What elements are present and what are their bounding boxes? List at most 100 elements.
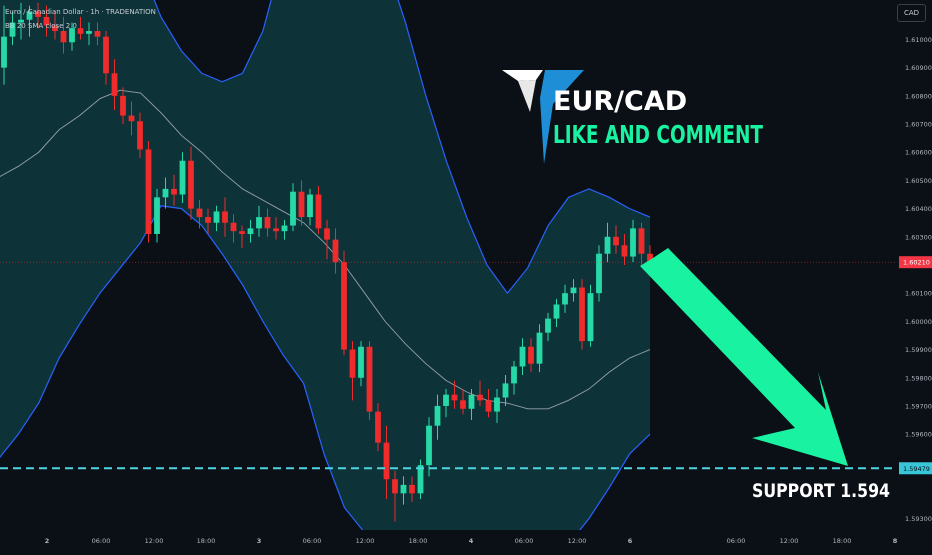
candle-body bbox=[86, 31, 92, 34]
logo-mark bbox=[502, 70, 584, 164]
candle bbox=[545, 312, 551, 342]
y-tick-label: 1.60700 bbox=[905, 121, 932, 129]
candle-body bbox=[43, 16, 50, 26]
candle bbox=[281, 219, 288, 240]
candle bbox=[579, 279, 585, 350]
candle bbox=[43, 5, 50, 37]
x-tick-label: 3 bbox=[257, 537, 262, 545]
candle bbox=[596, 245, 602, 302]
x-tick-label: 18:00 bbox=[833, 537, 852, 545]
candle-body bbox=[621, 245, 628, 257]
candle bbox=[511, 360, 517, 395]
candle bbox=[145, 140, 152, 243]
candle-body bbox=[519, 346, 526, 367]
candle bbox=[120, 87, 126, 125]
candle bbox=[52, 11, 58, 40]
candle bbox=[451, 380, 458, 409]
candle-body bbox=[94, 31, 101, 37]
candle bbox=[409, 476, 415, 502]
candle-body bbox=[222, 211, 228, 223]
candle-body bbox=[383, 442, 390, 480]
candle-body bbox=[528, 346, 534, 364]
candle-body bbox=[162, 188, 169, 198]
candle-body bbox=[52, 25, 58, 32]
candle bbox=[205, 208, 211, 234]
candle bbox=[477, 380, 483, 406]
candle-body bbox=[341, 262, 347, 350]
candle-body bbox=[145, 149, 152, 234]
y-tick-label: 1.60600 bbox=[905, 149, 932, 157]
candle bbox=[171, 174, 177, 206]
candle bbox=[77, 16, 84, 40]
candle-body bbox=[604, 236, 611, 254]
indicator-title: BB 20 SMA close 2 0 bbox=[5, 22, 77, 30]
support-price-tag bbox=[899, 462, 932, 475]
y-tick-label: 1.60500 bbox=[905, 177, 932, 185]
candle-body bbox=[443, 394, 449, 406]
candle-body bbox=[298, 191, 305, 218]
candle-body bbox=[256, 217, 262, 229]
candle-body bbox=[451, 394, 458, 401]
candle bbox=[536, 324, 543, 373]
y-tick-label: 1.59900 bbox=[905, 346, 932, 354]
candle-body bbox=[358, 346, 364, 378]
band-upper bbox=[153, 0, 651, 295]
cta-label: LIKE AND COMMENT bbox=[553, 120, 763, 149]
candle bbox=[196, 200, 203, 229]
candle-body bbox=[596, 253, 602, 294]
candle-body bbox=[9, 22, 16, 37]
candle bbox=[60, 16, 67, 54]
y-axis-bg bbox=[896, 0, 932, 550]
y-tick-label: 1.59600 bbox=[905, 431, 932, 439]
support-price-tag-label: 1.59479 bbox=[903, 465, 930, 473]
candle-body bbox=[332, 239, 339, 263]
candle bbox=[35, 2, 41, 29]
x-tick-label: 06:00 bbox=[303, 537, 322, 545]
x-tick-label: 06:00 bbox=[92, 537, 111, 545]
candle-body bbox=[366, 346, 373, 412]
candle bbox=[1, 5, 7, 85]
candle-body bbox=[60, 31, 67, 43]
x-axis-bg bbox=[0, 530, 932, 550]
candle-body bbox=[171, 188, 177, 195]
candle bbox=[613, 225, 619, 254]
candle bbox=[128, 101, 135, 136]
candle-body bbox=[570, 287, 577, 294]
candle-body bbox=[128, 115, 135, 122]
candle-body bbox=[477, 394, 483, 401]
y-tick-label: 1.60800 bbox=[905, 92, 932, 100]
currency-button[interactable]: CAD bbox=[897, 4, 926, 22]
candle bbox=[154, 188, 160, 243]
candle-body bbox=[460, 400, 466, 409]
y-tick-label: 1.60000 bbox=[905, 318, 932, 326]
candle bbox=[341, 250, 347, 356]
candle-body bbox=[26, 11, 33, 20]
candle bbox=[315, 186, 322, 234]
candle-body bbox=[1, 36, 7, 68]
candle-body bbox=[239, 231, 245, 234]
arrow-shape bbox=[640, 248, 848, 466]
candle bbox=[332, 228, 339, 274]
symbol-title: Euro / Canadian Dollar · 1h · TRADENATIO… bbox=[5, 8, 156, 16]
candle-body bbox=[273, 228, 279, 232]
candle bbox=[434, 394, 441, 440]
x-tick-label: 06:00 bbox=[727, 537, 746, 545]
x-tick-label: 2 bbox=[45, 537, 50, 545]
candle-body bbox=[417, 465, 424, 494]
x-tick-label: 18:00 bbox=[409, 537, 428, 545]
candle-body bbox=[281, 225, 288, 232]
y-tick-label: 1.61000 bbox=[905, 36, 932, 44]
candle bbox=[179, 152, 186, 203]
candle bbox=[273, 217, 279, 240]
candle bbox=[528, 338, 534, 373]
candle-body bbox=[502, 383, 509, 398]
candle bbox=[69, 22, 75, 51]
x-tick-label: 8 bbox=[893, 537, 898, 545]
candle bbox=[562, 284, 568, 313]
support-label: SUPPORT 1.594 bbox=[752, 480, 890, 502]
candle bbox=[239, 225, 245, 249]
candle bbox=[621, 233, 628, 265]
